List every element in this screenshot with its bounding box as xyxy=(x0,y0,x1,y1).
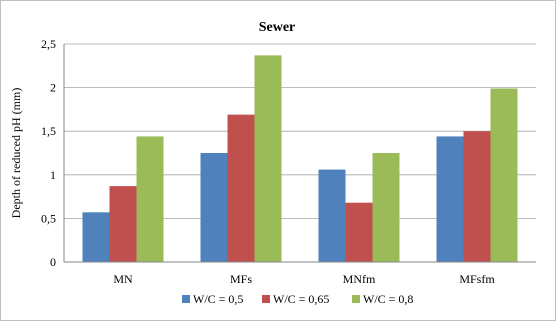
bar xyxy=(318,169,346,262)
y-tick-label: 0 xyxy=(50,255,56,269)
legend-label: W/C = 0,65 xyxy=(273,292,329,306)
bar xyxy=(372,153,400,262)
bar xyxy=(82,212,110,262)
x-tick-label: MFs xyxy=(230,272,252,286)
bar xyxy=(463,131,491,262)
y-tick-label: 1 xyxy=(50,168,56,182)
x-tick-label: MN xyxy=(113,272,133,286)
x-tick-label: MFsfm xyxy=(459,272,495,286)
y-tick-label: 2,5 xyxy=(41,37,56,51)
y-tick-label: 1,5 xyxy=(41,124,56,138)
bar xyxy=(200,153,228,262)
bar xyxy=(227,114,255,262)
y-tick-label: 2 xyxy=(50,81,56,95)
x-tick-label: MNfm xyxy=(343,272,376,286)
y-tick-label: 0,5 xyxy=(41,211,56,225)
bars xyxy=(82,55,518,262)
legend-swatch xyxy=(262,295,270,303)
bar xyxy=(490,88,518,262)
bar xyxy=(345,202,373,262)
y-axis-label: Depth of reduced pH (mm) xyxy=(9,88,23,219)
legend-label: W/C = 0,8 xyxy=(363,292,413,306)
bar xyxy=(254,55,282,262)
axes: 0 0,5 1 1,5 2 2,5 MN MFs MNfm MFsfm xyxy=(41,37,536,286)
legend-label: W/C = 0,5 xyxy=(193,292,243,306)
bar xyxy=(109,186,137,262)
chart-title: Sewer xyxy=(259,20,296,35)
bar xyxy=(136,136,164,262)
legend-swatch xyxy=(352,295,360,303)
legend: W/C = 0,5 W/C = 0,65 W/C = 0,8 xyxy=(182,292,413,306)
bar xyxy=(436,136,464,262)
legend-swatch xyxy=(182,295,190,303)
